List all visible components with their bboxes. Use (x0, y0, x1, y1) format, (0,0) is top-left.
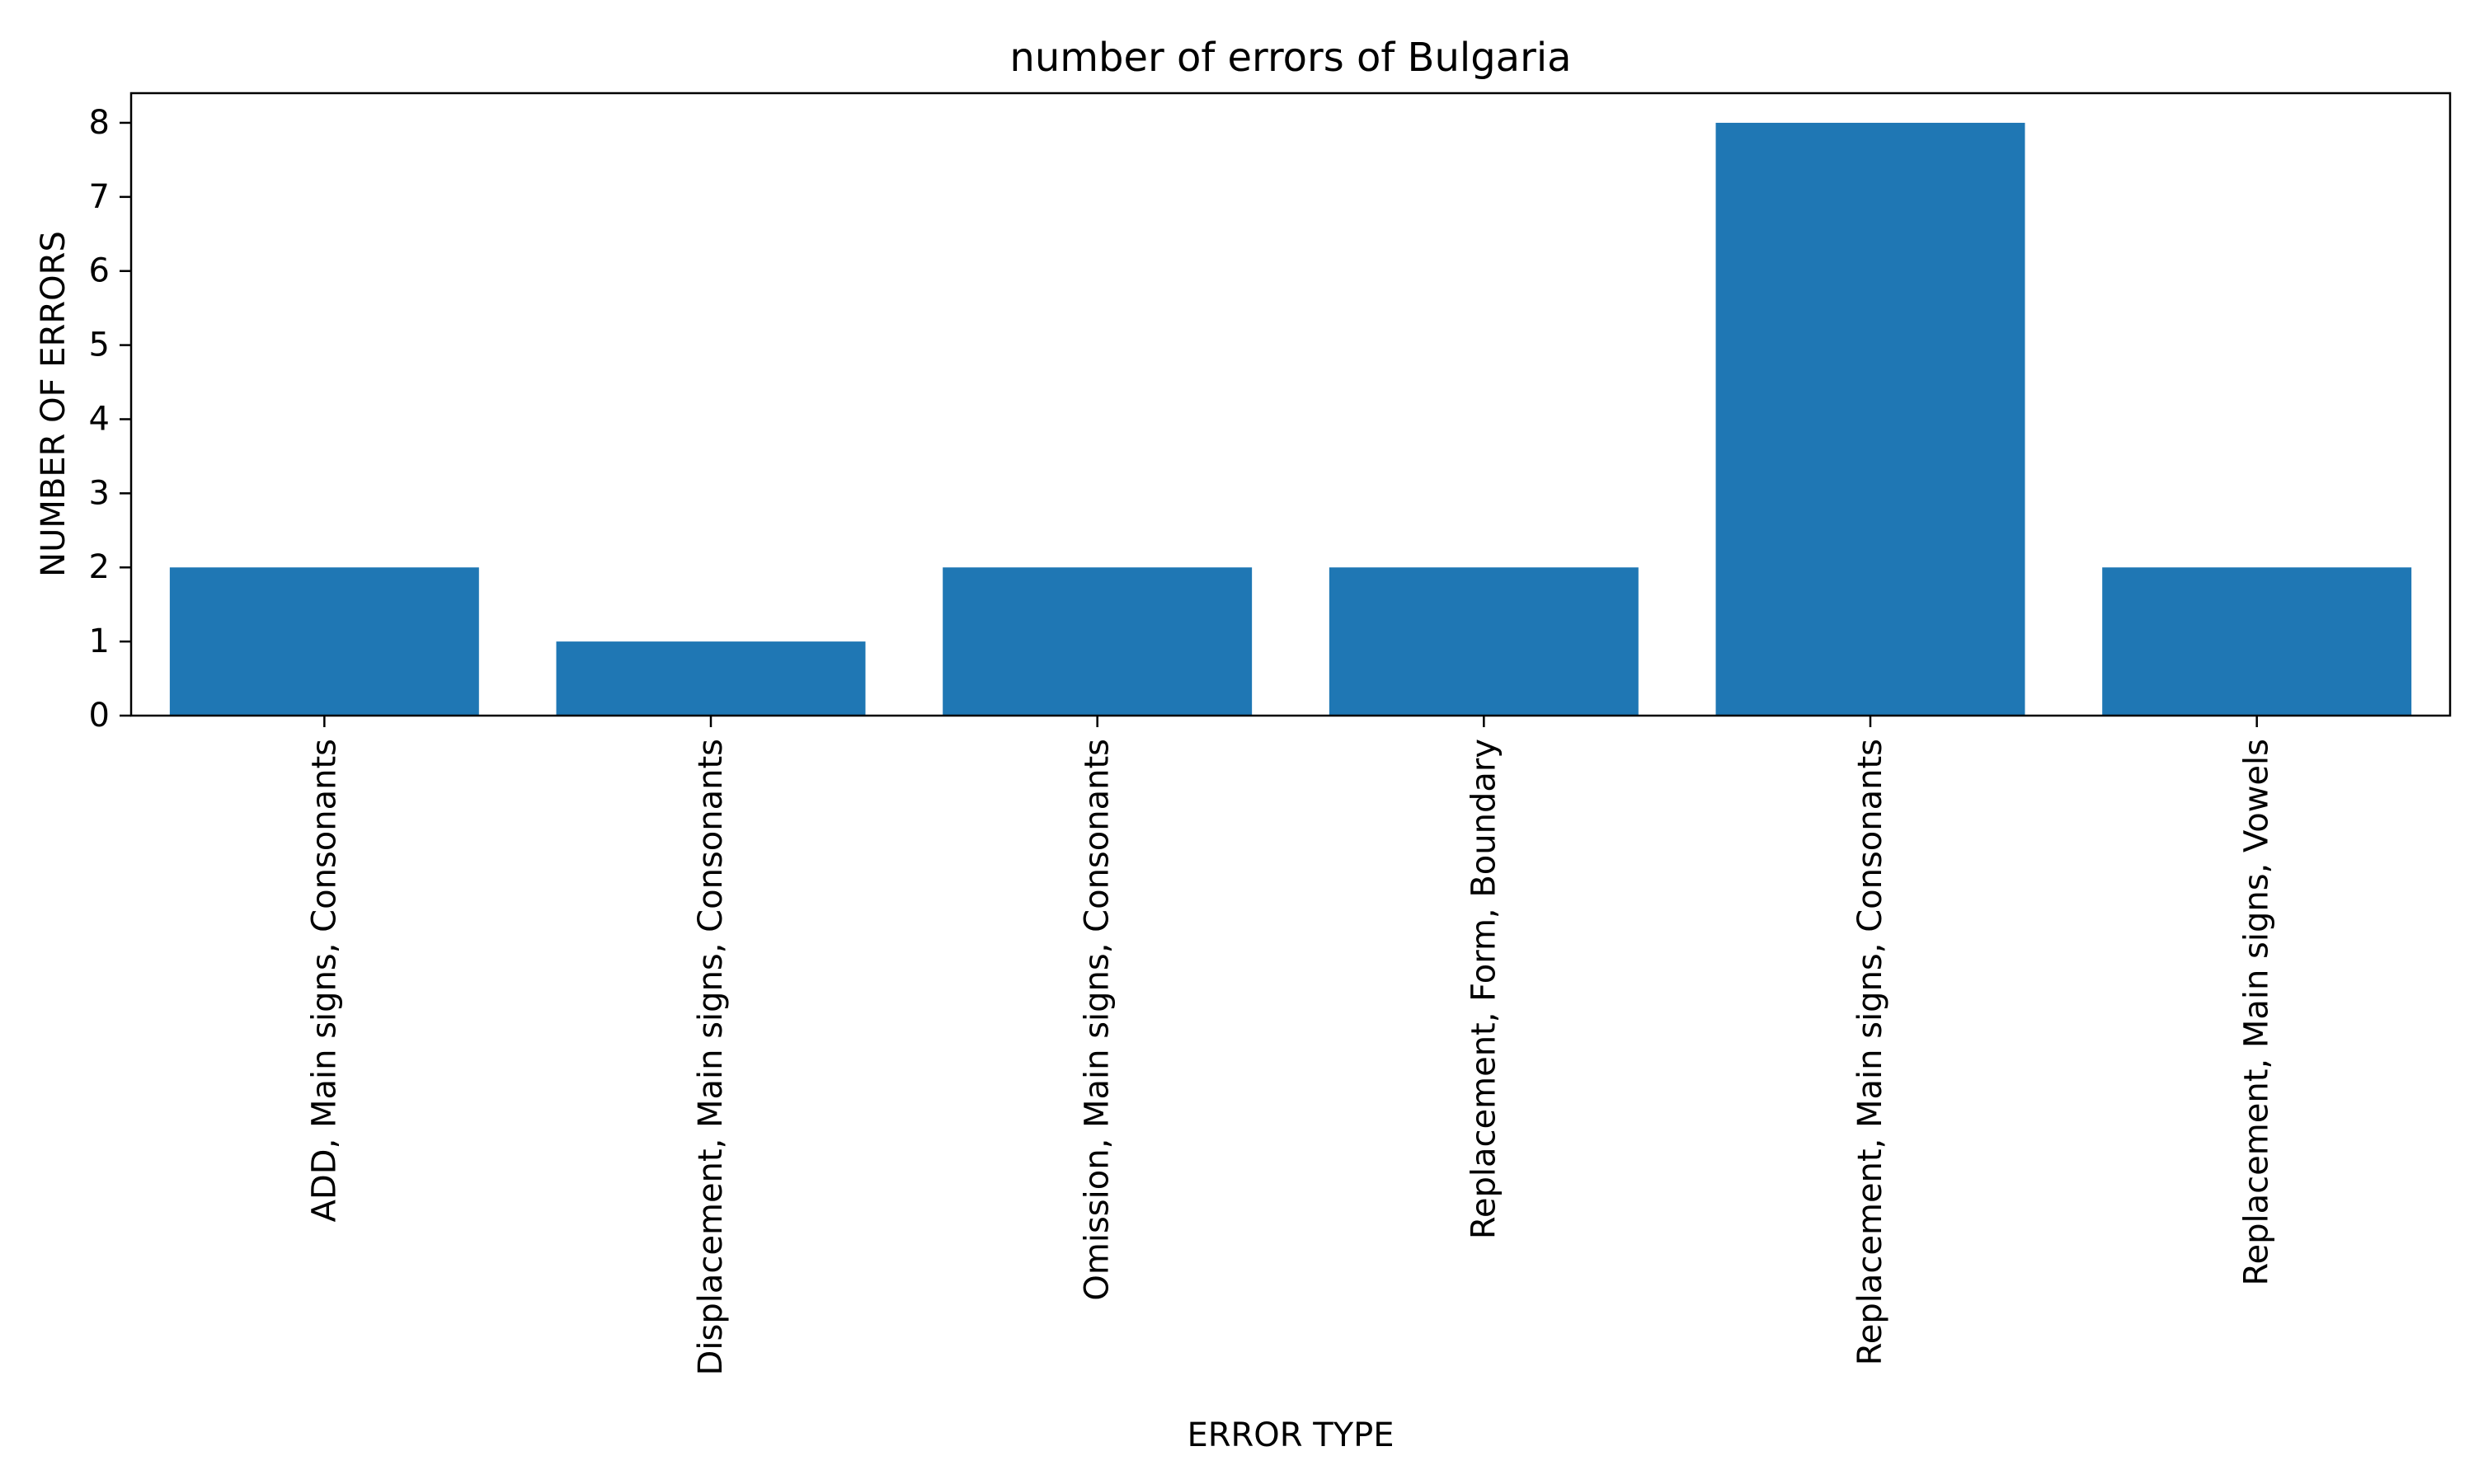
y-axis: 0 1 2 3 4 5 6 7 8 (89, 104, 131, 735)
y-tick-label: 7 (89, 178, 110, 216)
bar-3 (1329, 567, 1639, 716)
bar-4 (1715, 122, 2025, 716)
x-axis: ADD, Main signs, Consonants Displacement,… (305, 716, 2276, 1375)
chart-title: number of errors of Bulgaria (1009, 35, 1571, 81)
x-tick-label: Replacement, Main signs, Consonants (1851, 739, 1889, 1365)
y-tick-label: 8 (89, 104, 110, 142)
y-tick-label: 1 (89, 622, 110, 660)
y-tick-label: 0 (89, 697, 110, 735)
bars-layer (169, 122, 2412, 716)
x-tick-label: Omission, Main signs, Consonants (1079, 739, 1117, 1301)
y-tick-label: 5 (89, 326, 110, 364)
y-axis-label: NUMBER OF ERRORS (35, 231, 73, 577)
x-tick-label: ADD, Main signs, Consonants (305, 739, 343, 1222)
x-tick-label: Displacement, Main signs, Consonants (692, 739, 730, 1375)
x-axis-label: ERROR TYPE (1187, 1416, 1394, 1454)
y-tick-label: 6 (89, 252, 110, 290)
y-tick-label: 3 (89, 474, 110, 512)
bar-2 (943, 567, 1253, 716)
plot-area-frame (129, 92, 2452, 717)
x-tick-label: Replacement, Main signs, Vowels (2238, 739, 2276, 1285)
bar-0 (169, 567, 479, 716)
y-tick-label: 2 (89, 548, 110, 586)
y-tick-label: 4 (89, 400, 110, 438)
x-tick-label: Replacement, Form, Boundary (1465, 739, 1503, 1239)
bar-5 (2102, 567, 2412, 716)
bar-1 (556, 641, 866, 716)
